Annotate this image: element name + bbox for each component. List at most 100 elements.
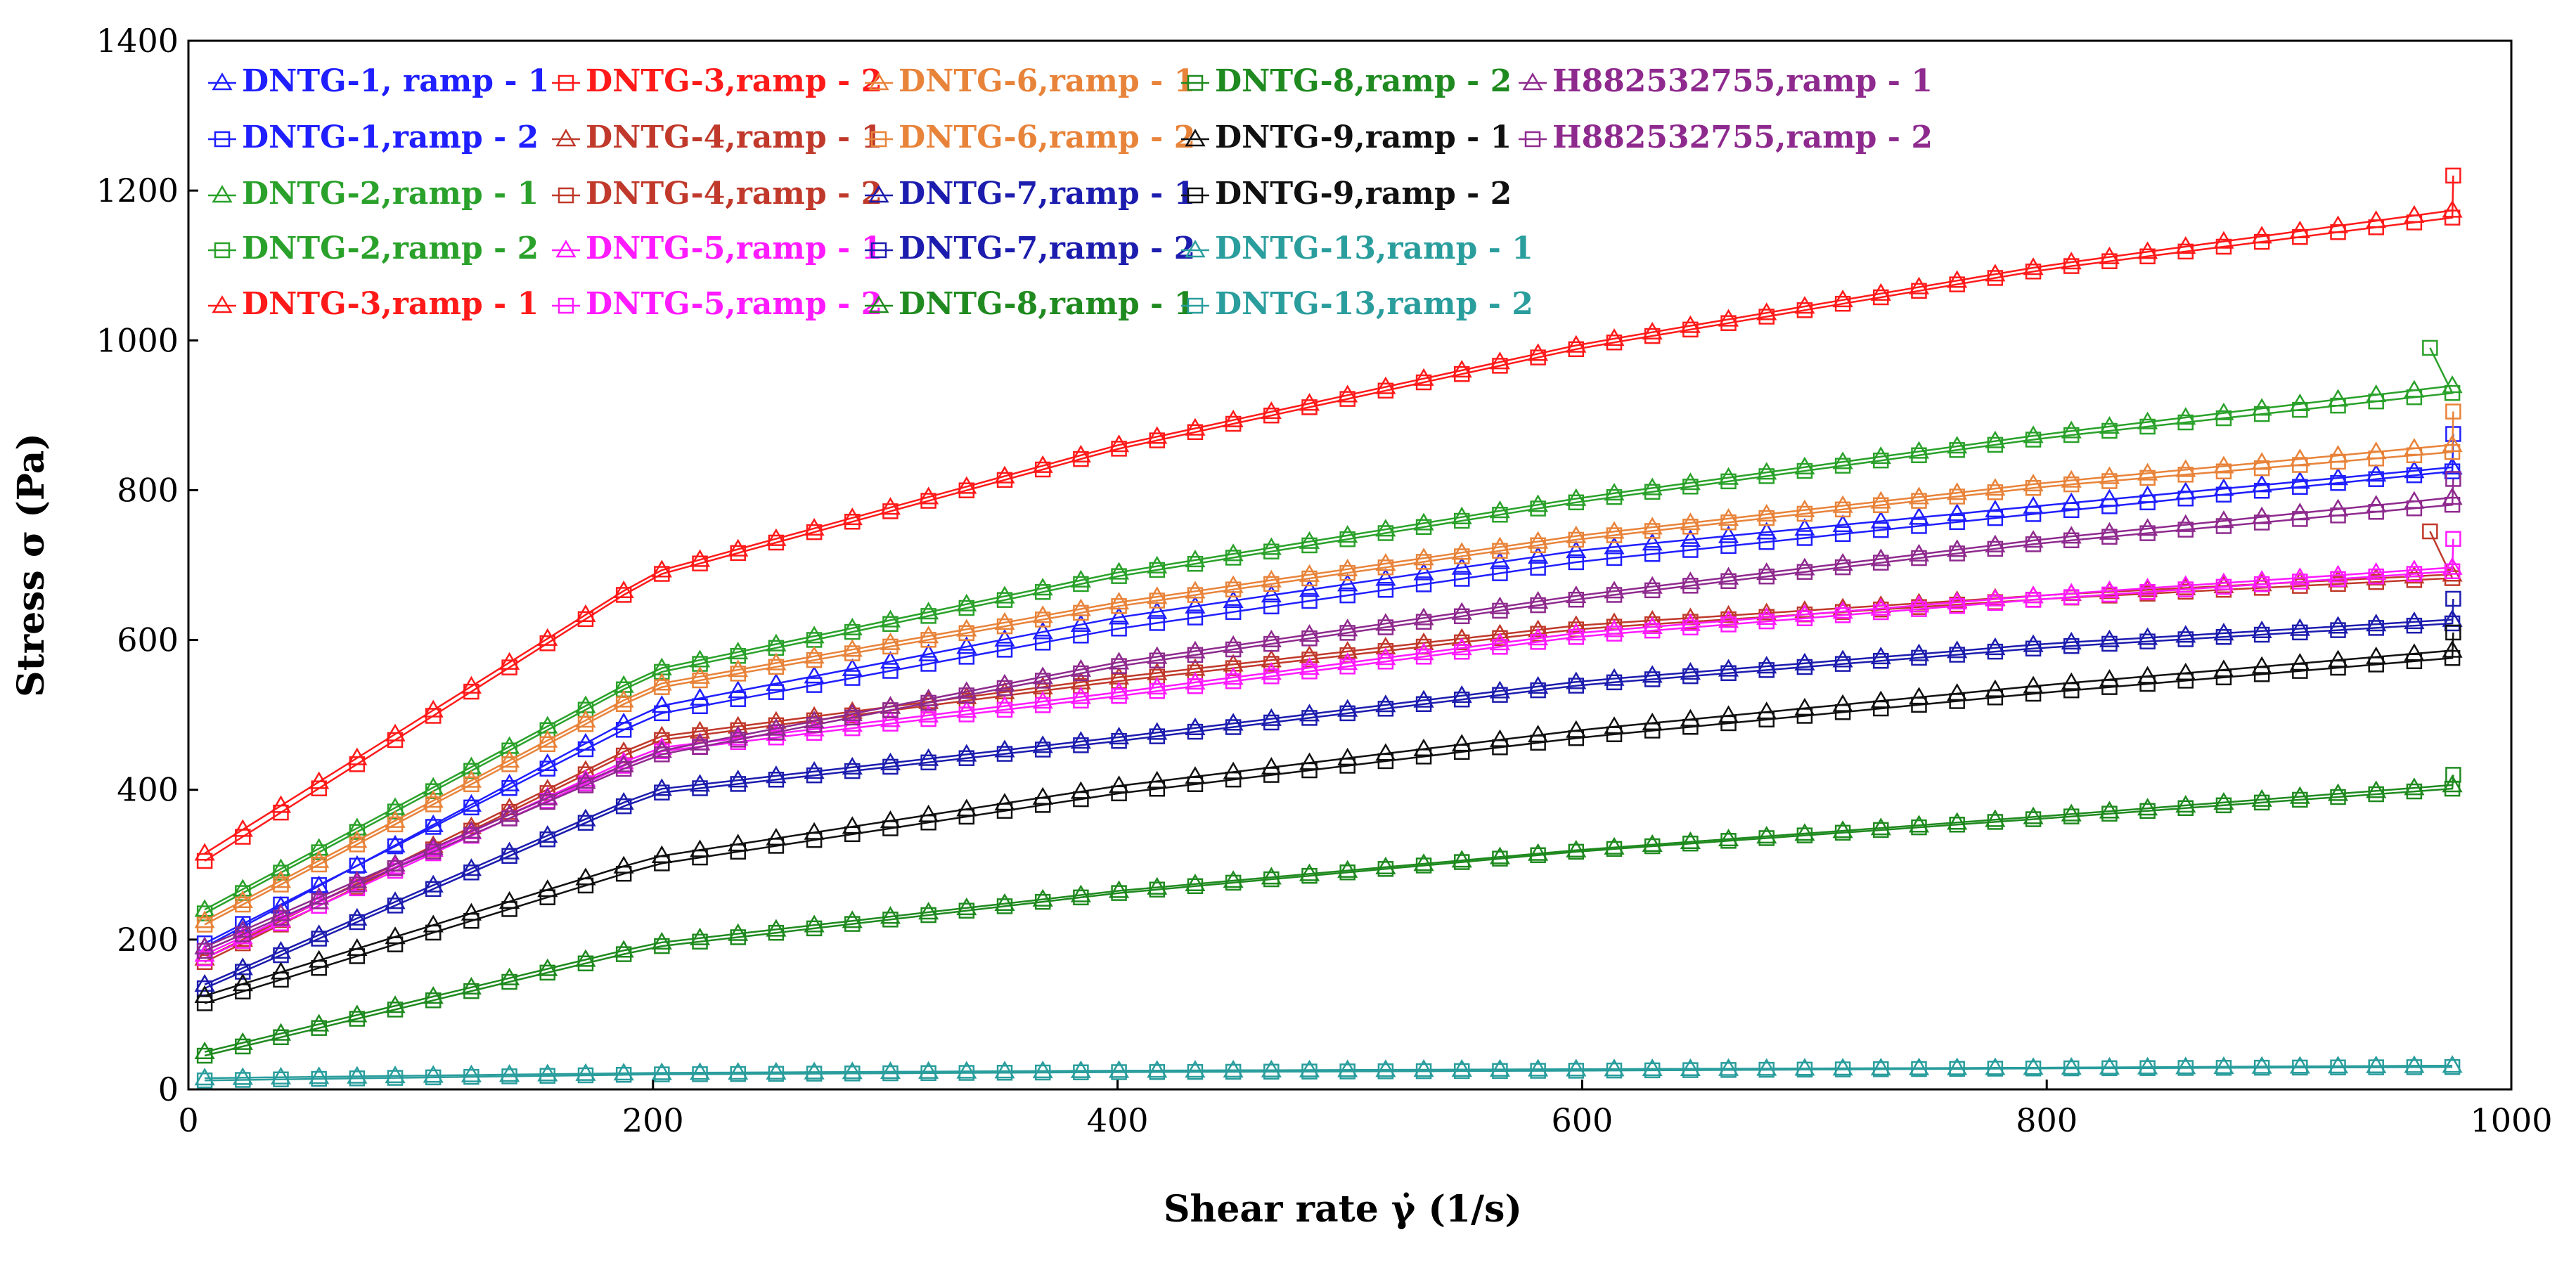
data-point-marker	[1375, 647, 1396, 666]
data-point-marker	[2327, 564, 2349, 583]
data-point-marker	[1834, 1061, 1851, 1077]
data-point-marker	[651, 931, 672, 950]
data-point-marker	[1606, 527, 1623, 543]
data-point-marker	[806, 725, 823, 741]
data-point-marker	[1568, 531, 1585, 548]
data-point-marker	[1642, 321, 1663, 339]
data-point-marker	[347, 870, 368, 888]
data-point-marker	[2442, 1055, 2463, 1073]
data-point-marker	[1644, 484, 1661, 500]
data-point-marker	[1070, 598, 1091, 616]
legend-label: DNTG-5,ramp - 1	[586, 231, 882, 266]
data-point-marker	[1987, 484, 2004, 500]
y-tick-label: 400	[117, 771, 179, 809]
data-point-marker	[1873, 452, 1889, 469]
data-point-marker	[499, 750, 520, 768]
data-point-marker	[692, 739, 708, 756]
data-point-marker	[956, 593, 977, 611]
data-point-marker	[1908, 276, 1930, 294]
data-point-marker	[1301, 570, 1318, 587]
data-point-marker	[1947, 503, 1968, 522]
data-point-marker	[461, 976, 482, 995]
data-point-marker	[1756, 562, 1777, 581]
data-point-marker	[1187, 555, 1204, 572]
data-point-marker	[499, 1064, 520, 1082]
x-tick-label: 1000	[2470, 1101, 2552, 1139]
legend-label: DNTG-4,ramp - 1	[586, 119, 882, 155]
data-point-marker	[766, 652, 787, 671]
data-point-marker	[994, 793, 1015, 811]
data-point-marker	[423, 1065, 444, 1083]
data-point-marker	[1073, 692, 1089, 709]
data-point-marker	[1223, 409, 1244, 427]
data-point-marker	[1873, 497, 1889, 513]
data-point-marker	[2061, 803, 2082, 822]
data-point-marker	[1223, 635, 1244, 653]
data-point-marker	[1109, 607, 1130, 625]
data-point-marker	[2137, 241, 2158, 259]
data-point-marker	[270, 909, 292, 927]
data-point-marker	[1451, 359, 1472, 378]
data-point-marker	[1225, 550, 1242, 566]
data-point-marker	[1794, 518, 1815, 536]
data-point-marker	[347, 938, 368, 957]
data-point-marker	[651, 673, 672, 691]
data-point-marker	[194, 985, 215, 1004]
data-point-marker	[1070, 686, 1091, 704]
legend-entry: DNTG-7,ramp - 1	[865, 176, 1195, 212]
data-point-marker	[311, 856, 327, 873]
data-point-marker	[1911, 550, 1927, 566]
data-point-marker	[2330, 397, 2346, 414]
data-point-marker	[1794, 604, 1815, 622]
data-point-marker	[1073, 576, 1089, 592]
data-point-marker	[2292, 511, 2308, 527]
data-point-marker	[1720, 473, 1737, 490]
data-point-marker	[1796, 505, 1813, 522]
legend-label: DNTG-9,ramp - 1	[1215, 119, 1512, 155]
data-point-marker	[2139, 494, 2156, 511]
data-point-marker	[844, 763, 861, 779]
data-point-marker	[1911, 819, 1927, 836]
data-point-marker	[958, 902, 975, 919]
data-point-marker	[2025, 640, 2042, 657]
data-point-marker	[1489, 680, 1511, 699]
data-point-marker	[2099, 1056, 2120, 1075]
data-point-marker	[2330, 1059, 2346, 1076]
data-point-marker	[1568, 678, 1585, 694]
data-point-marker	[1530, 597, 1546, 614]
data-point-marker	[1225, 604, 1242, 620]
data-point-marker	[1682, 578, 1699, 594]
data-point-marker	[956, 897, 977, 916]
data-point-marker	[2445, 531, 2461, 547]
data-point-marker	[1794, 600, 1815, 618]
data-point-marker	[2101, 679, 2118, 695]
data-point-marker	[918, 643, 939, 661]
data-point-marker	[1261, 1059, 1282, 1077]
data-point-marker	[692, 555, 708, 571]
data-point-marker	[880, 1061, 901, 1080]
x-tick-label: 200	[622, 1101, 684, 1139]
data-point-marker	[1149, 780, 1166, 797]
legend-label: DNTG-2,ramp - 1	[242, 176, 539, 212]
data-point-marker	[2063, 1060, 2080, 1077]
data-point-marker	[1680, 1058, 1701, 1076]
data-point-marker	[1949, 545, 1965, 562]
data-point-marker	[194, 1068, 215, 1086]
data-point-marker	[1489, 536, 1511, 555]
data-point-marker	[2061, 631, 2082, 650]
data-point-marker	[2177, 467, 2194, 483]
data-point-marker	[501, 1068, 517, 1084]
y-axis-label: Stress σ (Pa)	[10, 433, 53, 697]
data-point-marker	[273, 876, 289, 893]
data-point-marker	[882, 820, 899, 836]
data-point-marker	[1034, 635, 1051, 651]
data-point-marker	[2368, 1059, 2384, 1075]
data-point-marker	[2406, 566, 2423, 582]
data-point-marker	[2292, 1059, 2308, 1076]
data-point-marker	[880, 810, 901, 829]
data-point-marker	[2061, 420, 2082, 439]
data-point-marker	[728, 641, 749, 660]
data-point-marker	[349, 1070, 366, 1087]
data-point-marker	[1034, 461, 1051, 478]
